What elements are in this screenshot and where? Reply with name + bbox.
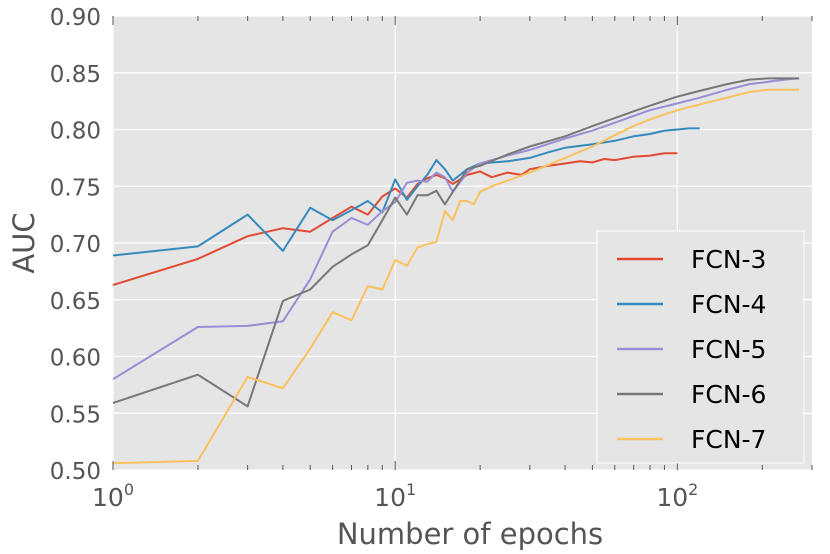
y-tick-label: 0.70 [50,232,101,258]
series-lines [112,77,800,465]
legend-label: FCN-6 [691,380,766,409]
x-tick-base: 10 [92,483,124,512]
y-tick-label: 0.65 [50,289,101,315]
x-tick-label: 100 [92,480,134,512]
x-tick-label: 102 [656,480,698,512]
legend-label: FCN-5 [691,335,766,364]
series-line-fcn-7 [112,88,800,465]
x-tick-exponent: 1 [406,480,416,499]
legend: FCN-3 FCN-4 FCN-5 FCN-6 FCN-7 [596,230,805,464]
x-tick-exponent: 0 [124,480,134,499]
legend-label: FCN-4 [691,290,766,319]
y-axis-label: AUC [7,212,41,273]
y-tick-label: 0.55 [50,402,101,428]
y-tick-label: 0.60 [50,346,101,372]
grid-lines [112,15,812,471]
y-tick-label: 0.80 [50,119,101,145]
y-tick-label: 0.90 [50,5,101,31]
y-tick-label: 0.85 [50,62,101,88]
x-tick-base: 10 [374,483,406,512]
series-line-fcn-4 [112,127,700,257]
y-tick-label: 0.75 [50,175,101,201]
y-tick-label: 0.50 [50,459,101,485]
legend-box [596,230,805,464]
x-axis-label: Number of epochs [337,517,603,551]
x-tick-base: 10 [656,483,688,512]
series-line-fcn-6 [112,77,800,408]
legend-label: FCN-3 [691,245,766,274]
x-tick-label: 101 [374,480,416,512]
x-tick-exponent: 2 [688,480,698,499]
legend-label: FCN-7 [691,425,766,454]
